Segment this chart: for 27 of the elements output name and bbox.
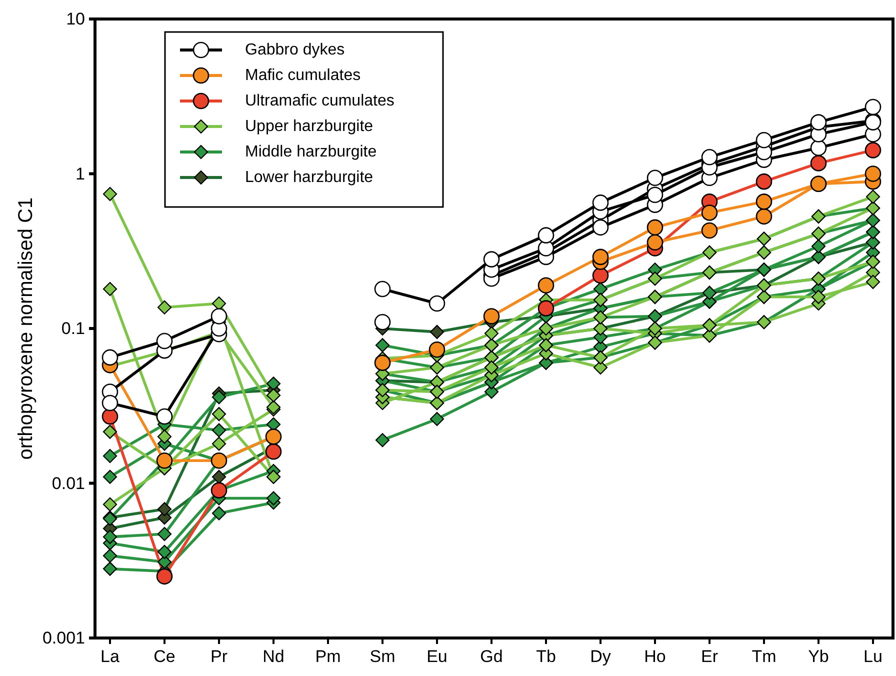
x-tick-label: Pm (315, 647, 341, 666)
x-tick-label: Lu (864, 647, 882, 666)
x-tick-label: Er (701, 647, 718, 666)
legend-label: Gabbro dykes (245, 42, 345, 58)
x-tick-label: Yb (808, 647, 829, 666)
x-tick-label: Eu (426, 647, 448, 666)
x-tick-label: Tb (536, 647, 556, 666)
legend-label: Mafic cumulates (245, 67, 361, 84)
y-tick-label: 10 (66, 10, 85, 28)
x-tick-label: La (100, 647, 120, 666)
x-tick-label: Nd (262, 647, 284, 666)
x-tick-label: Sm (370, 647, 396, 666)
x-tick-label: Ce (154, 647, 176, 666)
legend-label: Ultramafic cumulates (245, 92, 394, 110)
legend-label: Lower harzburgite (245, 169, 374, 186)
y-tick-label: 0.001 (42, 628, 85, 648)
x-tick-label: Gd (480, 647, 503, 666)
y-tick-label: 1 (76, 164, 85, 184)
y-tick-label: 0.01 (52, 474, 85, 493)
x-tick-label: Ho (644, 647, 666, 666)
x-tick-label: Tm (752, 647, 776, 666)
x-tick-label: Dy (590, 647, 612, 666)
legend-label: Upper harzburgite (245, 118, 374, 135)
legend-label: Middle harzburgite (245, 144, 377, 160)
x-tick-label: Pr (210, 647, 228, 666)
y-axis-title: orthopyroxene normalised C1 (15, 197, 37, 460)
y-tick-label: 0.1 (61, 319, 85, 338)
